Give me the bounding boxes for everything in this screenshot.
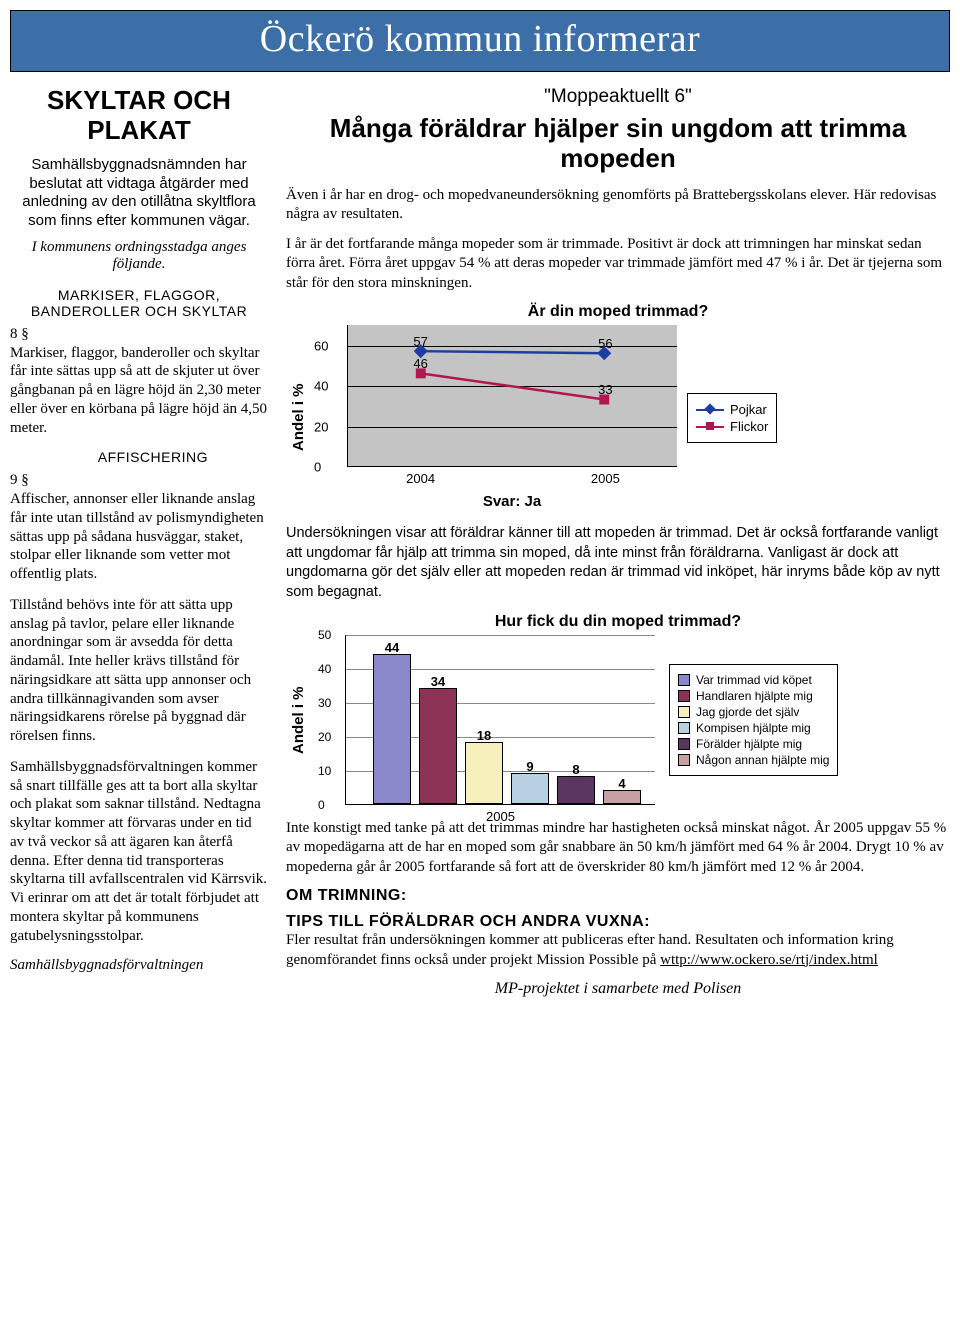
left-column: SKYLTAR OCH PLAKAT Samhällsbyggnadsnämnd… [10,86,268,998]
right-after-chart2: Inte konstigt med tanke på att det trimm… [286,819,950,878]
chart-2-title: Hur fick du din moped trimmad? [286,613,950,631]
left-subhead-2: AFFISCHERING [10,449,268,465]
section-head-1: OM TRIMNING: [286,887,950,905]
banner: Öckerö kommun informerar [10,10,950,72]
right-closer: MP-projektet i samarbete med Polisen [286,980,950,998]
right-mid: Undersökningen visar att föräldrar känne… [286,524,950,602]
chart-1: Är din moped trimmad? Andel i % 02040602… [286,303,950,510]
left-heading: SKYLTAR OCH PLAKAT [10,86,268,146]
chart-1-plot: 02040602004200557564633 [347,325,677,467]
chart-1-xlabel: Svar: Ja [347,493,677,510]
right-heading: Många föräldrar hjälper sin ungdom att t… [286,114,950,174]
chart-1-legend: PojkarFlickor [687,393,777,443]
right-kicker: "Moppeaktuellt 6" [286,86,950,108]
left-emphasis: I kommunens ordningsstadga anges följand… [10,239,268,273]
chart-2-plot: 010203040504434189842005 [345,635,655,805]
left-para-2: 9 § Affischer, annonser eller liknande a… [10,471,268,584]
left-subhead-1: MARKISER, FLAGGOR, BANDEROLLER OCH SKYLT… [10,287,268,319]
columns: SKYLTAR OCH PLAKAT Samhällsbyggnadsnämnd… [10,86,950,998]
chart-1-title: Är din moped trimmad? [286,303,950,321]
closing-link[interactable]: wttp://www.ockero.se/rtj/index.html [660,952,878,968]
left-para-1: 8 § Markiser, flaggor, banderoller och s… [10,325,268,438]
right-closing: Fler resultat från undersökningen kommer… [286,931,950,970]
left-para-3: Tillstånd behövs inte för att sätta upp … [10,596,268,746]
chart-1-ylabel: Andel i % [286,325,311,510]
left-signature: Samhällsbyggnadsförvaltningen [10,957,268,974]
chart-2: Hur fick du din moped trimmad? Andel i %… [286,613,950,805]
right-intro-2: I år är det fortfarande många mopeder so… [286,235,950,294]
right-intro-1: Även i år har en drog- och mopedvaneunde… [286,186,950,225]
right-column: "Moppeaktuellt 6" Många föräldrar hjälpe… [286,86,950,998]
left-para-4: Samhällsbyggnadsförvaltningen kommer så … [10,758,268,946]
chart-2-legend: Var trimmad vid köpetHandlaren hjälpte m… [669,664,838,776]
left-intro: Samhällsbyggnadsnämnden har beslutat att… [10,156,268,231]
section-head-2: TIPS TILL FÖRÄLDRAR OCH ANDRA VUXNA: [286,913,950,931]
chart-2-ylabel: Andel i % [286,635,311,805]
banner-title: Öckerö kommun informerar [11,17,949,61]
